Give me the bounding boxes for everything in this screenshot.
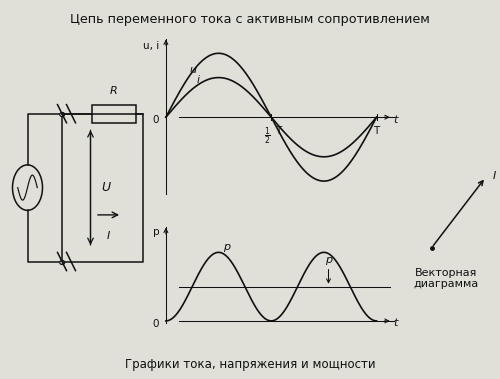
Text: Векторная
диаграмма: Векторная диаграмма <box>414 268 479 289</box>
Text: I: I <box>492 171 496 181</box>
Text: T: T <box>374 125 380 136</box>
Text: T: T <box>276 125 281 136</box>
Text: i: i <box>196 75 200 85</box>
Text: p: p <box>222 242 230 252</box>
Text: t: t <box>394 318 398 328</box>
Text: Цепь переменного тока с активным сопротивлением: Цепь переменного тока с активным сопроти… <box>70 13 430 26</box>
Text: p: p <box>325 255 332 265</box>
Bar <box>92 105 136 123</box>
Text: Графики тока, напряжения и мощности: Графики тока, напряжения и мощности <box>124 359 376 371</box>
Text: I: I <box>107 231 110 241</box>
Text: $\frac{1}{2}$: $\frac{1}{2}$ <box>264 125 270 147</box>
Text: 0: 0 <box>152 319 159 329</box>
Text: 0: 0 <box>152 114 159 125</box>
Text: p: p <box>152 227 159 237</box>
Text: u: u <box>189 64 196 75</box>
Text: t: t <box>394 115 398 125</box>
Text: R: R <box>110 86 118 96</box>
Text: u, i: u, i <box>143 41 159 50</box>
Text: U: U <box>101 181 110 194</box>
